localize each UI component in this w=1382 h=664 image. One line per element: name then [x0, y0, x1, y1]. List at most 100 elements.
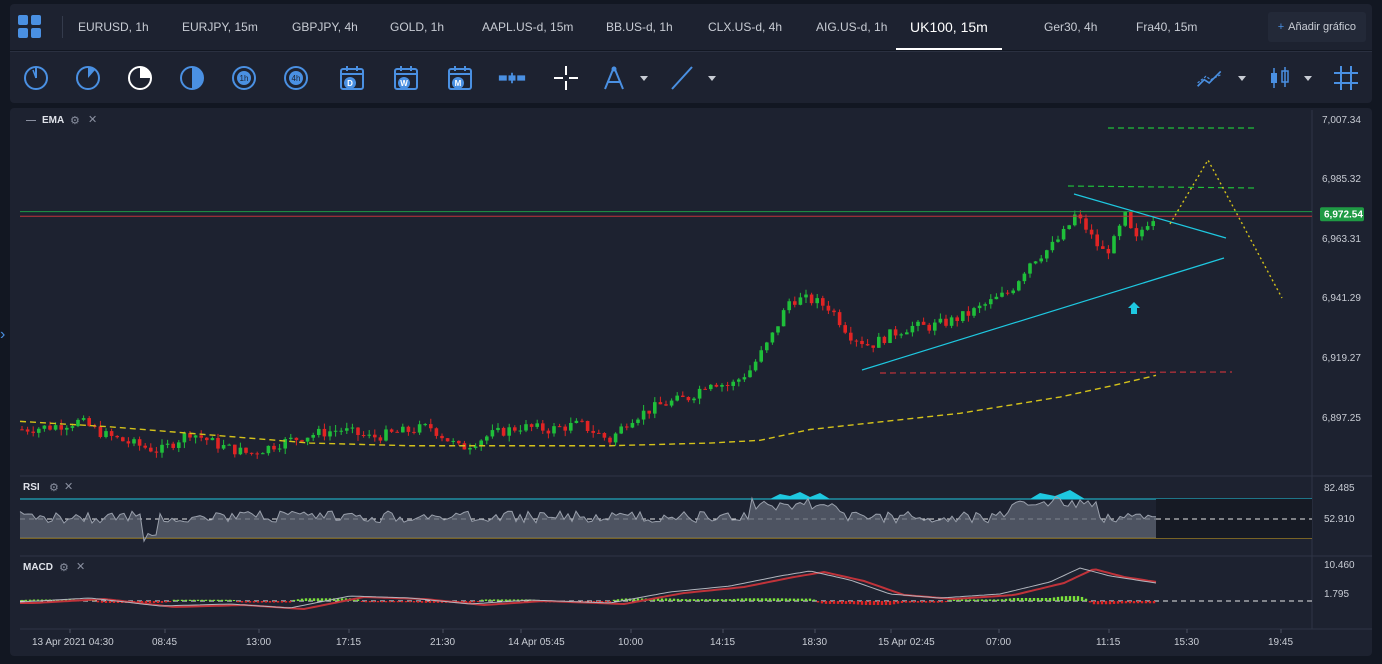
macd-histogram-bar [32, 599, 36, 601]
chart-panel[interactable]: 7,007.34 6,985.32 6,963.31 6,941.29 6,919.27… [10, 108, 1372, 656]
price-chart[interactable]: 7,007.34 6,985.32 6,963.31 6,941.29 6,919.27… [10, 108, 1372, 656]
timeframe-monthly-icon[interactable]: M [446, 64, 474, 92]
tab-0[interactable]: EURUSD, 1h [78, 20, 149, 34]
macd-settings-icon[interactable]: ⚙ [59, 562, 69, 574]
macd-histogram-bar [412, 601, 416, 603]
candle-body [1033, 261, 1038, 264]
grid-toggle-icon[interactable] [1332, 64, 1360, 92]
macd-histogram-bar [756, 598, 760, 601]
ema-indicator-label[interactable]: — EMA [26, 115, 64, 126]
tab-1[interactable]: EURJPY, 15m [182, 20, 258, 34]
trend-line-caret-icon[interactable] [708, 76, 716, 81]
candle-body [333, 430, 338, 432]
macd-histogram-bar [216, 599, 220, 601]
bar-chart-type-icon[interactable] [498, 64, 530, 92]
indicators-icon[interactable] [1196, 64, 1230, 92]
timeframe-1m-icon[interactable] [22, 64, 50, 92]
tab-5[interactable]: BB.US-d, 1h [606, 20, 673, 34]
macd-histogram-bar [1012, 597, 1016, 601]
tab-9[interactable]: Ger30, 4h [1044, 20, 1098, 34]
timeframe-1h-label: 1h [240, 74, 249, 83]
add-chart-button[interactable]: + Añadir gráfico [1267, 12, 1366, 42]
macd-line [19, 567, 1157, 609]
macd-histogram-bar [1032, 597, 1036, 601]
candle-body [266, 445, 271, 454]
price-tick-label: 6,919.27 [1322, 353, 1361, 364]
candle-body [1073, 214, 1077, 226]
rsi-close-icon[interactable]: ✕ [64, 481, 74, 493]
macd-histogram-bar [844, 601, 848, 604]
candle-body [395, 431, 399, 433]
candle-body [244, 447, 248, 453]
macd-histogram-bar [1068, 596, 1072, 601]
macd-histogram-bar [1124, 601, 1128, 604]
macd-histogram-bar [404, 601, 408, 603]
candle-body [434, 428, 439, 436]
crosshair-icon[interactable] [552, 64, 580, 92]
candle-body [154, 451, 159, 453]
drawing-tools-caret-icon[interactable] [640, 76, 648, 81]
tab-2[interactable]: GBPJPY, 4h [292, 20, 358, 34]
candle-body [977, 305, 982, 309]
macd-histogram-bar [608, 601, 612, 603]
candle-body [737, 379, 741, 382]
candle-body [591, 430, 595, 433]
macd-histogram-bar [36, 599, 40, 601]
timeframe-weekly-icon[interactable]: W [392, 64, 420, 92]
candle-body [490, 430, 495, 437]
candle-body [205, 437, 209, 441]
macd-histogram-bar [420, 601, 424, 603]
trend-line-icon[interactable] [668, 64, 696, 92]
timeframe-5m-icon[interactable] [74, 64, 102, 92]
macd-histogram-bar [228, 599, 232, 601]
timeframe-daily-icon[interactable]: D [338, 64, 366, 92]
timeframe-m-label: M [455, 79, 462, 88]
time-tick-label: 14:15 [710, 637, 735, 648]
tab-3[interactable]: GOLD, 1h [390, 20, 445, 34]
candle-body [233, 444, 237, 455]
macd-histogram-bar [700, 599, 704, 601]
indicators-caret-icon[interactable] [1238, 76, 1246, 81]
candle-body [294, 437, 299, 441]
macd-histogram-bar [880, 601, 884, 605]
tab-4[interactable]: AAPL.US-d, 15m [482, 20, 574, 34]
macd-histogram-bar [636, 598, 640, 601]
layout-grid-icon[interactable] [18, 15, 42, 39]
candle-body [457, 440, 461, 444]
candle-body [1084, 218, 1088, 230]
collapse-icon[interactable]: — [26, 115, 36, 126]
macd-histogram-bar [336, 598, 340, 601]
timeframe-30m-icon[interactable] [178, 64, 206, 92]
tab-7[interactable]: AIG.US-d, 1h [816, 20, 888, 34]
macd-histogram-bar [804, 598, 808, 601]
rsi-settings-icon[interactable]: ⚙ [49, 482, 59, 494]
tab-8[interactable]: UK100, 15m [896, 4, 1002, 50]
macd-histogram-bar [936, 601, 940, 603]
tab-6[interactable]: CLX.US-d, 4h [708, 20, 783, 34]
current-price-label: 6,972.54 [1324, 210, 1363, 221]
macd-histogram-bar [752, 598, 756, 601]
timeframe-4h-icon[interactable]: 4h [282, 64, 310, 92]
macd-histogram-bar [160, 601, 164, 603]
macd-histogram-bar [828, 601, 832, 604]
macd-histogram-bar [360, 601, 364, 602]
candle-body [608, 437, 612, 443]
macd-histogram-bar [380, 601, 384, 603]
ema-settings-icon[interactable]: ⚙ [70, 115, 80, 127]
candles-series [19, 210, 1157, 459]
candle-body [440, 435, 444, 439]
macd-histogram-bar [864, 601, 868, 605]
timeframe-15m-icon[interactable] [126, 64, 154, 92]
macd-histogram-bar [1044, 597, 1048, 601]
candles-type-caret-icon[interactable] [1304, 76, 1312, 81]
macd-close-icon[interactable]: ✕ [76, 561, 86, 573]
candles-type-icon[interactable] [1266, 64, 1294, 92]
candle-body [888, 329, 892, 344]
candle-body [921, 321, 926, 325]
tab-10[interactable]: Fra40, 15m [1136, 20, 1198, 34]
ema-close-icon[interactable]: ✕ [88, 114, 98, 126]
chevron-left-icon[interactable]: › [0, 326, 6, 343]
drawing-tools-icon[interactable] [600, 64, 628, 92]
timeframe-1h-icon[interactable]: 1h [230, 64, 258, 92]
macd-histogram-bar [192, 599, 196, 601]
